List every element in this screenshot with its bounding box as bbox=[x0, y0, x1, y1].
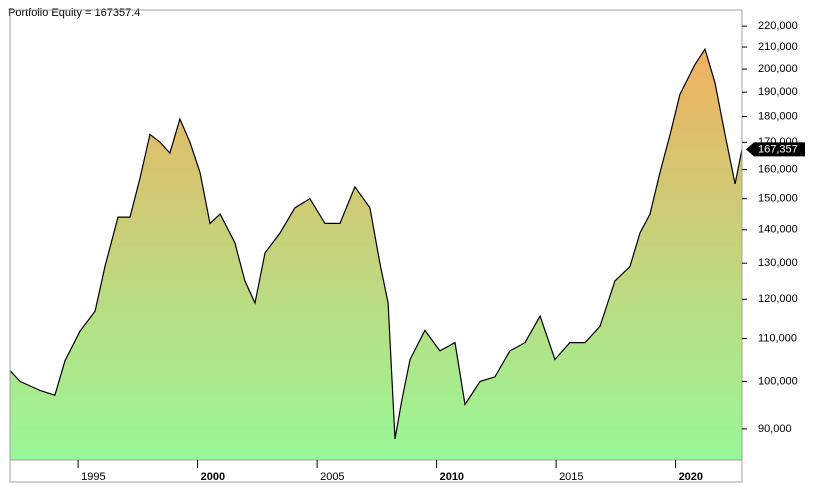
y-tick-label: 180,000 bbox=[758, 110, 798, 122]
y-tick-label: 140,000 bbox=[758, 224, 798, 236]
last-value-label: 167,357 bbox=[758, 143, 798, 155]
y-tick-label: 110,000 bbox=[758, 332, 797, 344]
x-tick-label: 2000 bbox=[201, 471, 225, 483]
x-tick-label: 1995 bbox=[81, 471, 105, 483]
y-tick-label: 210,000 bbox=[758, 41, 798, 53]
y-tick-label: 130,000 bbox=[758, 257, 798, 269]
equity-line bbox=[9, 47, 743, 440]
x-tick-label: 2010 bbox=[440, 471, 464, 483]
y-tick-label: 120,000 bbox=[758, 293, 798, 305]
y-tick-label: 190,000 bbox=[758, 86, 798, 98]
y-tick-label: 90,000 bbox=[758, 423, 792, 435]
y-tick-label: 100,000 bbox=[758, 375, 798, 387]
x-axis-frame bbox=[9, 459, 743, 483]
x-tick-label: 2015 bbox=[559, 471, 583, 483]
y-tick-label: 200,000 bbox=[758, 63, 798, 75]
y-tick-label: 160,000 bbox=[758, 164, 798, 176]
x-tick-label: 2005 bbox=[320, 471, 344, 483]
last-value-marker bbox=[746, 142, 805, 157]
y-tick-label: 150,000 bbox=[758, 193, 798, 205]
chart-title: Portfolio Equity = 167357.4 bbox=[8, 7, 140, 19]
y-tick-label: 220,000 bbox=[758, 20, 798, 32]
x-tick-label: 2020 bbox=[679, 471, 703, 483]
